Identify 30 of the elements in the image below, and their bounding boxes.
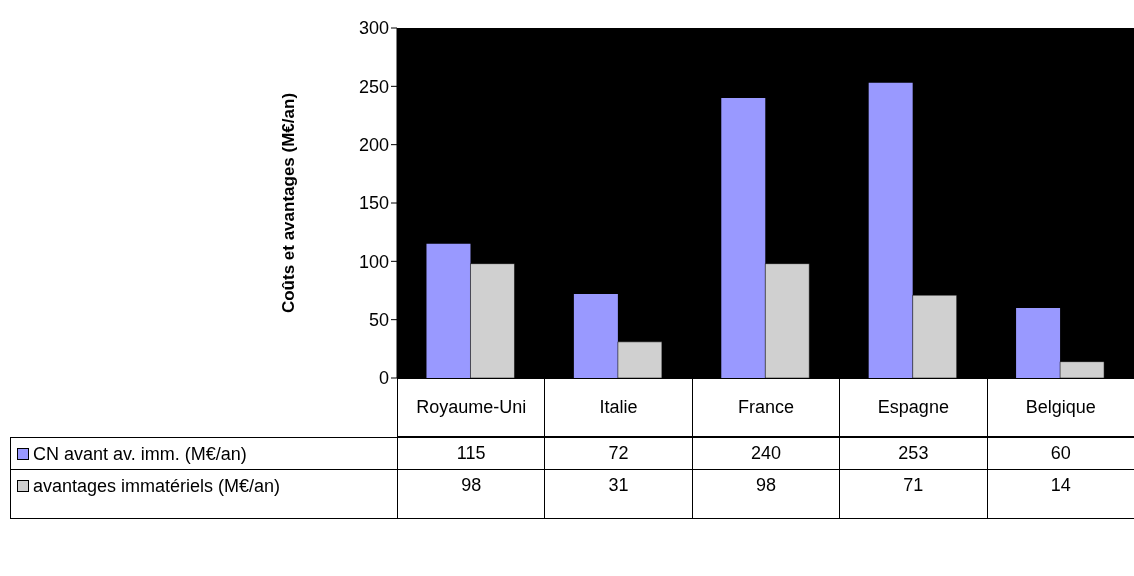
bar	[721, 98, 766, 378]
bar	[868, 82, 913, 378]
y-axis-title: Coûts et avantages (M€/an)	[279, 92, 299, 314]
data-label: 253	[839, 437, 988, 470]
data-label: 14	[986, 469, 1134, 519]
legend-label: CN avant av. imm. (M€/an)	[33, 443, 247, 465]
data-label: 60	[986, 437, 1134, 470]
y-tick-label: 300	[358, 18, 389, 39]
data-label: 72	[544, 437, 693, 470]
bar	[573, 294, 618, 378]
legend-label: avantages immatériels (M€/an)	[33, 475, 281, 497]
y-tick-label: 150	[358, 193, 389, 214]
y-tick-label: 200	[358, 135, 389, 156]
x-tick-label: Italie	[544, 378, 693, 437]
data-label: 98	[397, 469, 546, 519]
y-tick-label: 50	[368, 310, 389, 331]
x-tick-label: Royaume-Uni	[397, 378, 546, 437]
bar	[1016, 308, 1061, 378]
y-tick-label: 250	[358, 76, 389, 97]
data-label: 31	[544, 469, 693, 519]
x-tick-label: Belgique	[986, 378, 1134, 437]
data-label: 71	[839, 469, 988, 519]
data-label: 240	[691, 437, 841, 470]
y-tick-label: 100	[358, 251, 389, 272]
data-label: 98	[691, 469, 841, 519]
y-tick-label: 0	[378, 368, 389, 389]
data-label: 115	[397, 437, 546, 470]
x-tick-label: Espagne	[839, 378, 988, 437]
x-tick-label: France	[691, 378, 841, 437]
bar	[426, 243, 471, 378]
